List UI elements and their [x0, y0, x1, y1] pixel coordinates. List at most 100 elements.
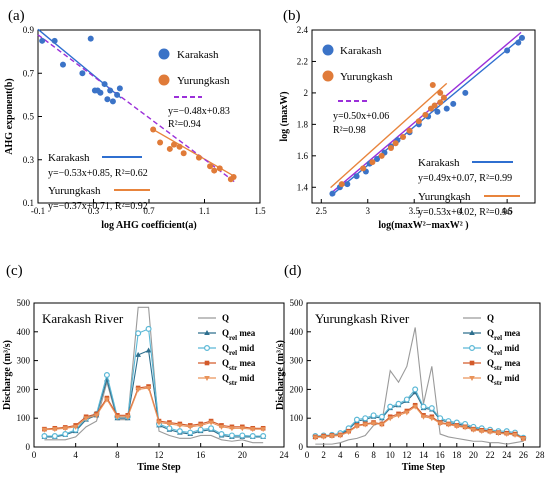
- panel-a-data-point: [176, 143, 183, 150]
- panel-a-x-tick-label: 0.7: [143, 206, 155, 216]
- panel-c-series-marker: [93, 413, 100, 419]
- panel-a: (a) -0.1 0.3 0.7 1.1 1.5 0.1 0.3 0.5 0.7 0.9 log AH…: [4, 8, 266, 231]
- panel-d-series-marker: [412, 404, 418, 410]
- panel-d-y-tick-label: 400: [290, 327, 304, 337]
- panel-b-data-point: [429, 82, 436, 89]
- panel-d-series-marker: [428, 405, 435, 412]
- panel-a-yurungkash-fit-label: Yurungkash: [48, 185, 101, 197]
- panel-d-x-tick-label: 4: [338, 450, 343, 460]
- panel-d-series-marker: [312, 435, 319, 441]
- panel-b-yurungkash-fit-equation: y=0.53x+0.02, R²=0.96: [418, 207, 512, 218]
- panel-d-series-marker: [462, 425, 468, 431]
- panel-a-fit-line: [37, 34, 236, 183]
- panel-c-series-marker: [51, 433, 58, 440]
- panel-c-y-tick-label: 200: [17, 384, 31, 394]
- panel-b-data-point: [450, 100, 457, 107]
- panel-b-data-point: [329, 190, 336, 197]
- panel-d-series-marker: [437, 415, 444, 422]
- panel-a-data-point: [87, 35, 94, 42]
- panel-b-y-tick-label: 1.8: [297, 119, 309, 129]
- panel-a-data-point: [150, 126, 157, 133]
- panel-b-data-point: [437, 89, 444, 96]
- panel-c-x-tick-label: 16: [196, 450, 206, 460]
- panel-c-x-tick-label: 20: [238, 450, 248, 460]
- panel-c-y-tick-label: 300: [17, 356, 31, 366]
- panel-b-x-tick-label: 4.5: [502, 206, 514, 216]
- panel-a-legend-marker: [158, 48, 170, 60]
- panel-d-x-tick-label: 18: [452, 450, 462, 460]
- panel-b-data-point: [360, 165, 367, 172]
- panel-b-x-tick-label: 2.5: [316, 206, 328, 216]
- panel-c-x-tick-label: 12: [155, 450, 164, 460]
- panel-b-yurungkash-fit-label: Yurungkash: [418, 191, 471, 203]
- panel-a-data-point: [116, 85, 123, 92]
- panel-d-series-marker: [495, 431, 502, 437]
- panel-a-data-point: [207, 163, 214, 170]
- panel-d-series-marker: [395, 413, 402, 419]
- panel-d-x-tick-label: 8: [371, 450, 376, 460]
- panel-b-legend-marker: [322, 70, 334, 82]
- panel-d-x-tick-label: 28: [536, 450, 546, 460]
- panel-d-series-line: [315, 327, 524, 445]
- panel-d-legend-marker: [469, 360, 475, 366]
- panel-d-x-tick-label: 0: [305, 450, 310, 460]
- panel-c-series-marker: [239, 432, 246, 439]
- panel-c-series-marker: [135, 351, 141, 357]
- panel-a-data-point: [230, 174, 237, 181]
- panel-d-x-tick-label: 22: [486, 450, 495, 460]
- panel-c-legend-label: Qstr mid: [222, 373, 254, 387]
- panel-d-series-marker: [470, 427, 477, 433]
- panel-c-legend-marker: [204, 345, 211, 352]
- panel-c-series-marker: [187, 424, 194, 430]
- panel-a-data-point: [104, 96, 111, 103]
- panel-a-data-point: [51, 37, 58, 44]
- panel-c-series-marker: [145, 385, 152, 391]
- panel-d-legend-label: Qstr mea: [487, 358, 521, 372]
- panel-a-data-point: [216, 165, 223, 172]
- panel-d-legend-label: Qstr mid: [487, 373, 519, 387]
- panel-c-series-marker: [177, 423, 183, 429]
- panel-b-karakash-fit-equation: y=0.49x+0.07, R²=0.99: [418, 173, 512, 184]
- panel-c-x-axis-label: Time Step: [137, 462, 181, 473]
- panel-b-data-point: [515, 39, 522, 46]
- panel-d-series-marker: [320, 434, 327, 440]
- panel-b-label: (b): [283, 8, 301, 24]
- panel-d-legend-label: Qrel mid: [487, 343, 519, 357]
- panel-b-y-tick-label: 2.2: [297, 56, 308, 66]
- panel-a-data-point: [109, 98, 116, 105]
- panel-b-data-point: [406, 127, 413, 134]
- panel-c-series-marker: [124, 414, 131, 420]
- panel-d-y-tick-label: 300: [290, 356, 304, 366]
- panel-c-y-tick-label: 400: [17, 327, 31, 337]
- panel-d-series-marker: [512, 432, 518, 438]
- panel-c-series-marker: [239, 426, 246, 432]
- panel-d-x-tick-label: 26: [519, 450, 529, 460]
- panel-b-data-point: [434, 108, 441, 115]
- panel-b-overall-fit-equation: y=0.50x+0.06: [333, 111, 389, 122]
- panel-c-legend-label: Qrel mid: [222, 343, 254, 357]
- panel-d-series-marker: [404, 410, 410, 416]
- panel-c-series-marker: [260, 427, 266, 433]
- panel-a-data-point: [107, 87, 114, 94]
- panel-d-label: (d): [284, 263, 302, 279]
- panel-c-series-line: [44, 328, 264, 437]
- panel-d-series-marker: [329, 434, 335, 440]
- panel-d-series-marker: [503, 432, 510, 438]
- panel-c-series-marker: [249, 427, 256, 433]
- panel-a-data-point: [97, 89, 104, 96]
- panel-c-y-tick-label: 100: [17, 413, 31, 423]
- panel-b-data-point: [387, 144, 394, 151]
- panel-c-title: Karakash River: [42, 311, 124, 326]
- panel-d-series-marker: [420, 403, 427, 410]
- panel-a-legend-marker: [158, 74, 170, 86]
- panel-a-karakash-fit-equation: y=−0.53x+0.85, R²=0.62: [48, 168, 148, 179]
- panel-c-y-tick-label: 0: [26, 442, 31, 452]
- panel-a-data-point: [114, 91, 121, 98]
- panel-b-data-point: [422, 111, 429, 118]
- panel-b-data-point: [440, 94, 447, 101]
- panel-d-series-marker: [395, 400, 402, 407]
- panel-d-x-tick-label: 10: [386, 450, 396, 460]
- panel-d-x-axis-label: Time Step: [402, 462, 446, 473]
- panel-a-y-tick-label: 0.5: [23, 112, 35, 122]
- panel-d-series-marker: [337, 433, 344, 439]
